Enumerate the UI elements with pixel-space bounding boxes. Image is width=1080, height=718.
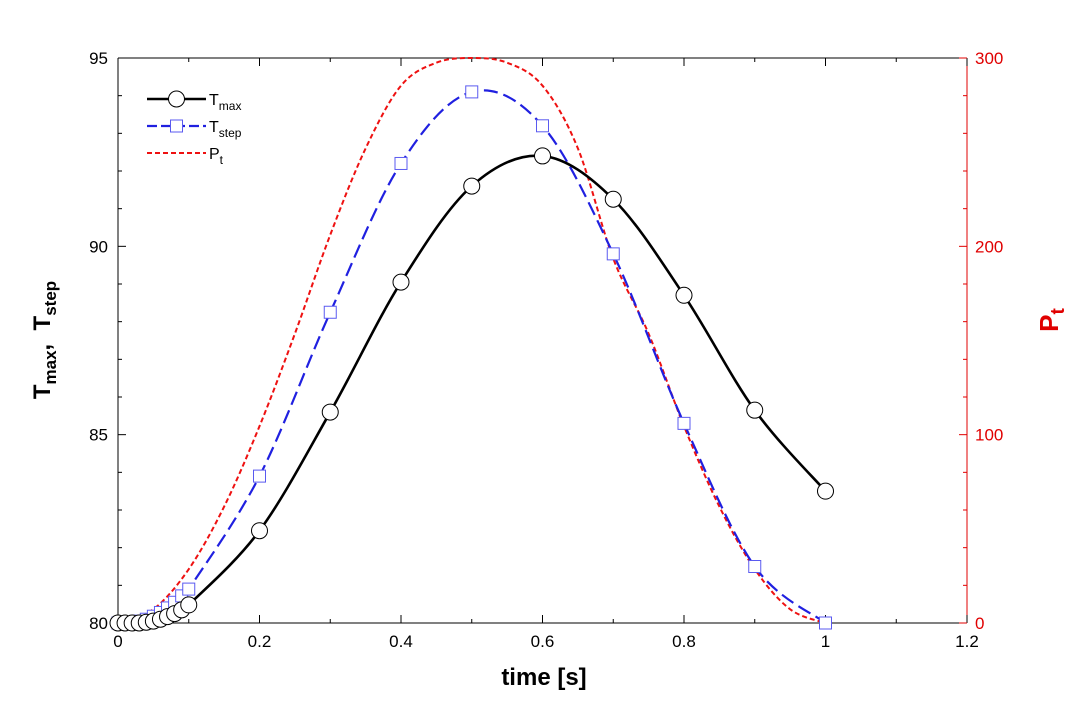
series-p_t bbox=[117, 56, 826, 624]
data-point-tmax bbox=[534, 147, 551, 165]
series-layer bbox=[109, 56, 834, 632]
legend-label-p_t: Pt bbox=[209, 146, 224, 167]
y2-tick-label: 0 bbox=[975, 614, 984, 633]
data-point-tmax bbox=[321, 403, 339, 421]
data-point-tmax bbox=[675, 286, 693, 304]
data-point-tstep bbox=[182, 582, 196, 596]
data-point-tmax bbox=[604, 190, 622, 208]
y2-tick-label: 200 bbox=[975, 237, 1003, 256]
legend-marker-circle bbox=[168, 90, 185, 108]
y-axis-title: Tmax, Tstep bbox=[29, 281, 60, 399]
legend-marker-square bbox=[170, 119, 183, 133]
legend-item-p_t: Pt bbox=[147, 146, 224, 167]
x-tick-label: 0.4 bbox=[389, 632, 413, 651]
data-point-tmax bbox=[817, 482, 834, 500]
x-axis: 0 0.2 0.4 0.6 0.8 1 1.2 bbox=[113, 58, 979, 651]
svg-text:Tmax, Tstep: Tmax, Tstep bbox=[29, 281, 60, 399]
y-axis-left: 80 85 90 95 bbox=[89, 49, 126, 633]
y2-axis-title-main: P bbox=[1034, 314, 1064, 331]
y-axis-title-tstep: T bbox=[29, 315, 56, 330]
x-tick-label: 1 bbox=[821, 632, 830, 651]
data-point-tmax bbox=[463, 177, 481, 195]
data-point-tstep bbox=[819, 616, 832, 630]
data-point-tstep bbox=[536, 119, 549, 133]
data-point-tmax bbox=[392, 273, 410, 291]
series-t_max-line bbox=[117, 154, 827, 625]
series-t_max-markers bbox=[109, 147, 834, 632]
data-point-tstep bbox=[323, 305, 337, 319]
x-tick-label: 0.6 bbox=[531, 632, 555, 651]
series-t_max bbox=[117, 154, 827, 625]
data-point-tstep bbox=[677, 416, 691, 430]
legend-label-t_max: Tmax bbox=[209, 92, 241, 113]
legend-item-t_step: Tstep bbox=[147, 119, 242, 140]
data-point-tmax bbox=[746, 401, 764, 419]
y2-axis-title: Pt bbox=[1034, 307, 1069, 331]
y2-axis-title-sub: t bbox=[1048, 307, 1069, 314]
data-point-tstep bbox=[748, 560, 762, 573]
data-point-tstep bbox=[465, 85, 479, 99]
x-tick-label: 0 bbox=[113, 632, 122, 651]
data-point-tstep bbox=[394, 156, 408, 170]
series-p_t-line bbox=[117, 56, 826, 624]
y2-tick-label: 100 bbox=[975, 426, 1003, 445]
y-axis-title-tstep-sub: step bbox=[41, 281, 60, 316]
legend-label-t_step: Tstep bbox=[209, 119, 242, 140]
y-tick-label: 80 bbox=[89, 614, 108, 633]
y-axis-title-sep: , bbox=[29, 330, 56, 350]
legend-item-t_max: Tmax bbox=[147, 90, 241, 113]
series-t_step-markers bbox=[111, 85, 832, 630]
series-t_step-line bbox=[117, 89, 827, 625]
data-point-tmax bbox=[251, 522, 268, 540]
data-point-tstep bbox=[253, 469, 266, 483]
y-tick-label: 85 bbox=[89, 426, 108, 445]
y-axis-title-tmax-sub: max bbox=[41, 350, 60, 385]
data-point-tstep bbox=[606, 247, 620, 261]
series-t_step bbox=[117, 89, 827, 625]
y-axis-right: 0 100 200 300 bbox=[959, 49, 1003, 633]
y-axis-title-tmax: T bbox=[29, 384, 56, 399]
x-tick-label: 0.8 bbox=[672, 632, 696, 651]
y-tick-label: 95 bbox=[89, 49, 108, 68]
legend: Tmax Tstep Pt bbox=[147, 90, 242, 167]
x-axis-title: time [s] bbox=[501, 664, 586, 691]
y2-tick-label: 300 bbox=[975, 49, 1003, 68]
plot-frame bbox=[117, 57, 968, 624]
data-point-tmax bbox=[180, 596, 198, 614]
x-tick-label: 1.2 bbox=[955, 632, 979, 651]
y-tick-label: 90 bbox=[89, 237, 108, 256]
x-tick-label: 0.2 bbox=[248, 632, 272, 651]
svg-text:Pt: Pt bbox=[1034, 307, 1069, 331]
